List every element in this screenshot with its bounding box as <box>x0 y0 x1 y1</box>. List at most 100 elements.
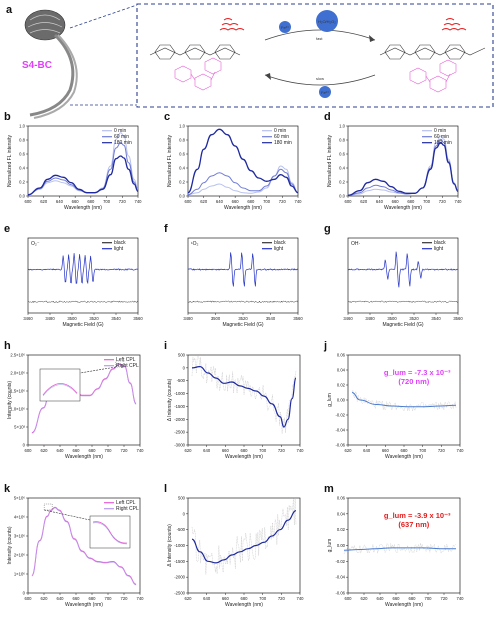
y-tick-label: 0.04 <box>337 511 346 516</box>
x-tick-label: 680 <box>89 448 97 453</box>
x-tick-label: 3500 <box>67 316 77 321</box>
x-tick-label: 740 <box>457 448 465 453</box>
molecule-left <box>149 18 245 91</box>
legend-label: Left CPL <box>116 357 136 363</box>
zoom-connector <box>79 366 116 374</box>
x-tick-label: 680 <box>241 448 249 453</box>
y-tick-label: 4×10⁶ <box>14 515 25 520</box>
y-tick-label: 1.0 <box>339 124 345 129</box>
glum-noise <box>351 389 457 412</box>
x-tick-label: 660 <box>222 448 230 453</box>
legend-label: 180 min <box>274 140 292 146</box>
plot-frame <box>187 354 301 446</box>
y-tick-label: 0.00 <box>337 398 346 403</box>
glum-fit-line <box>351 392 457 408</box>
x-tick-label: 3480 <box>365 316 375 321</box>
x-tick-label: 600 <box>185 199 193 204</box>
epr-light-trace <box>187 252 299 287</box>
x-tick-label: 740 <box>457 596 465 601</box>
x-tick-label: 660 <box>393 596 401 601</box>
chart-c: c 600 620 640 660 680 700 720 740 0.0 0.2 0.4 0.6 0.8… <box>164 111 302 211</box>
y-tick-label: 0.8 <box>339 138 345 143</box>
x-tick-label: 660 <box>73 448 81 453</box>
y-tick-label: 500 <box>178 496 186 501</box>
y-tick-label: 0.2 <box>339 180 345 185</box>
x-tick-label: 720 <box>438 448 446 453</box>
inset-line <box>42 383 78 396</box>
x-tick-label: 740 <box>297 596 305 601</box>
x-tick-label: 3480 <box>45 316 55 321</box>
panel-letter-e: e <box>4 223 10 235</box>
y-tick-label: 0 <box>183 365 186 370</box>
x-tick-label: 660 <box>222 596 230 601</box>
y-tick-label: 500 <box>178 353 186 358</box>
x-tick-label: 620 <box>40 199 48 204</box>
panel-letter-a: a <box>6 4 13 16</box>
y-tick-label: -2000 <box>174 575 185 580</box>
legend-label: 180 min <box>114 140 132 146</box>
x-axis-label: Magnetic Field (G) <box>382 322 423 328</box>
x-tick-label: 720 <box>121 448 129 453</box>
cpl-right-line <box>31 507 137 586</box>
y-tick-label: 0.6 <box>179 152 185 157</box>
panel-letter-j: j <box>323 340 327 352</box>
x-axis-label: Wavelength (nm) <box>225 602 263 608</box>
x-tick-label: 700 <box>105 596 113 601</box>
plot-frame <box>27 497 141 594</box>
oxidant-label: H₂O/H₂O₂ <box>318 19 336 24</box>
x-tick-label: 640 <box>376 199 384 204</box>
legend-label: light <box>114 246 124 252</box>
y-tick-label: -1000 <box>174 543 185 548</box>
y-axis-label: Intensity (counts) <box>7 526 13 564</box>
plot-frame <box>27 125 139 197</box>
x-tick-label: 660 <box>382 448 390 453</box>
x-tick-label: 620 <box>345 448 353 453</box>
epr-dark-trace <box>27 300 139 304</box>
y-tick-label: 0.4 <box>339 166 345 171</box>
panel-letter-d: d <box>324 111 331 123</box>
y-tick-label: 0 <box>23 591 26 596</box>
y-axis-label: g_lum <box>327 539 333 553</box>
y-tick-label: 1.0×10⁶ <box>10 407 25 412</box>
x-tick-label: 740 <box>295 199 303 204</box>
y-tick-label: 1.0 <box>179 124 185 129</box>
plot-frame <box>347 237 459 314</box>
chart-h: h 600 620 640 660 680 700 720 740 0 5×10³ 1.0×10⁶ 1.… <box>4 340 144 460</box>
panel-letter-i: i <box>164 340 167 352</box>
y-axis-label: g_lum <box>327 393 333 407</box>
legend-label: black <box>434 240 446 246</box>
y-axis-label: Normalized FL intensity <box>7 134 13 187</box>
plot-frame <box>187 497 301 594</box>
legend-label: 0 min <box>114 128 126 134</box>
chart-e: e 3460 3480 3500 3520 3540 3560 Magnetic Field … <box>4 223 143 328</box>
y-tick-label: -3000 <box>174 443 185 448</box>
glum-value: g_lum = -3.9 x 10⁻³ <box>384 511 451 520</box>
x-tick-label: 720 <box>441 596 449 601</box>
spin-adduct-title: OH· <box>351 241 361 247</box>
y-tick-label: 0.2 <box>179 180 185 185</box>
x-tick-label: 700 <box>423 199 431 204</box>
x-tick-label: 620 <box>185 596 193 601</box>
y-tick-label: 0.02 <box>337 383 346 388</box>
x-axis-label: Wavelength (nm) <box>65 602 103 608</box>
y-tick-label: -2500 <box>174 591 185 596</box>
x-tick-label: 680 <box>241 596 249 601</box>
glum-value: g_lum = -7.3 x 10⁻³ <box>384 368 451 377</box>
x-axis-label: Wavelength (nm) <box>64 205 102 211</box>
y-tick-label: 0.8 <box>179 138 185 143</box>
inset-line <box>92 521 128 544</box>
x-axis-label: Wavelength (nm) <box>224 205 262 211</box>
molecule-right <box>379 18 486 93</box>
x-tick-label: 680 <box>401 448 409 453</box>
legend-label: Left CPL <box>116 500 136 506</box>
x-tick-label: 620 <box>41 448 49 453</box>
x-tick-label: 600 <box>25 199 33 204</box>
x-tick-label: 680 <box>409 596 417 601</box>
chart-j: j 620 640 660 680 700 720 740 -0.06 -0.04 -0.02 0.0… <box>323 340 464 460</box>
y-axis-label: Intensity (counts) <box>7 381 13 419</box>
y-tick-label: 0.06 <box>337 496 346 501</box>
x-tick-label: 660 <box>73 596 81 601</box>
x-tick-label: 720 <box>279 199 287 204</box>
chart-l: l 620 640 660 680 700 720 740 -2500 -2000 -1500 -10… <box>164 483 304 608</box>
inset-frame <box>39 368 81 402</box>
